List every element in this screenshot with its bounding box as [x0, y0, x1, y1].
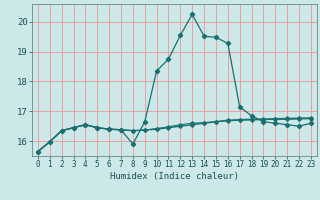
X-axis label: Humidex (Indice chaleur): Humidex (Indice chaleur)	[110, 172, 239, 181]
